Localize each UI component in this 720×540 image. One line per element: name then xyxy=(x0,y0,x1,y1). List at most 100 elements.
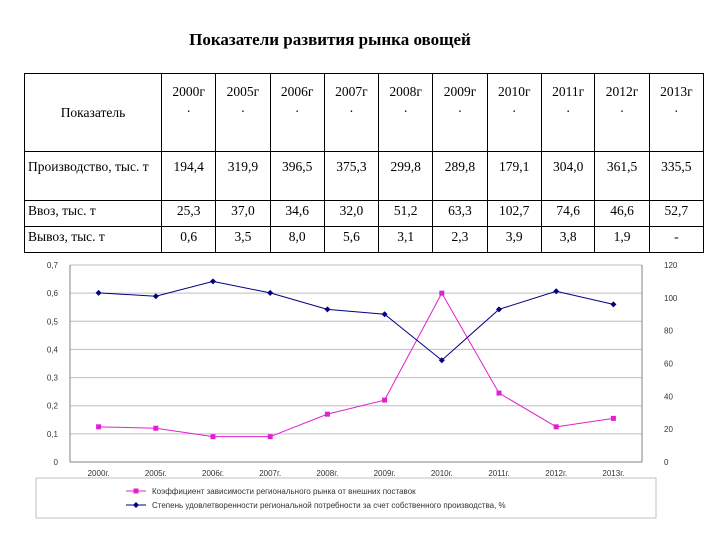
data-point xyxy=(382,397,388,403)
right-tick-label: 80 xyxy=(664,327,673,336)
table-cell: 51,2 xyxy=(378,200,434,227)
table-cell: 335,5 xyxy=(648,151,705,201)
year-header: 2005г. xyxy=(215,73,271,152)
table-cell: 3,1 xyxy=(378,226,434,253)
data-point xyxy=(610,301,617,308)
left-tick-label: 0,1 xyxy=(47,430,59,439)
year-header: 2010г. xyxy=(486,73,542,152)
table-cell: 299,8 xyxy=(378,151,434,201)
data-point xyxy=(324,306,331,313)
x-tick-label: 2009г. xyxy=(374,469,396,478)
series-line-2 xyxy=(98,280,614,361)
table-row: Вывоз, тыс. т 0,6 3,5 8,0 5,6 3,1 2,3 3,9 3,8 1,… xyxy=(24,226,705,253)
table-cell: 194,4 xyxy=(160,151,217,201)
table-cell: 3,5 xyxy=(215,226,271,253)
year-header: 2013г. xyxy=(648,73,705,152)
right-tick-label: 120 xyxy=(664,261,678,270)
data-point xyxy=(553,288,560,295)
table-row: Ввоз, тыс. т 25,3 37,0 34,6 32,0 51,2 63,3 102… xyxy=(24,200,705,227)
table-cell: 25,3 xyxy=(160,200,217,227)
table-cell: 0,6 xyxy=(160,226,217,253)
right-tick-label: 60 xyxy=(664,360,673,369)
table-cell: 361,5 xyxy=(594,151,650,201)
row-label: Вывоз, тыс. т xyxy=(24,226,162,253)
data-point xyxy=(496,306,502,313)
x-tick-label: 2013г. xyxy=(602,469,624,478)
year-header: 2000г. xyxy=(160,73,217,152)
row-label: Производство, тыс. т xyxy=(24,151,162,201)
line-chart: 0 0,1 0,2 0,3 0,4 0,5 0,6 0,7 0 20 40 60 80 100 120 200… xyxy=(35,261,678,519)
data-point xyxy=(610,415,616,421)
table-cell: 289,8 xyxy=(432,151,488,201)
table-cell: 52,7 xyxy=(648,200,705,227)
table-cell: 1,9 xyxy=(594,226,650,253)
data-point xyxy=(324,411,330,417)
table-cell: 319,9 xyxy=(215,151,271,201)
year-header: 2009г. xyxy=(432,73,488,152)
right-tick-label: 20 xyxy=(664,425,673,434)
table-cell: 304,0 xyxy=(540,151,596,201)
table-cell: 8,0 xyxy=(269,226,325,253)
data-point xyxy=(496,390,502,396)
table-cell: 179,1 xyxy=(486,151,542,201)
data-point xyxy=(267,289,274,296)
legend-box xyxy=(35,477,657,519)
legend-marker xyxy=(133,488,139,494)
table-cell: 74,6 xyxy=(540,200,596,227)
data-point xyxy=(153,425,159,431)
x-tick-label: 2011г. xyxy=(488,469,509,478)
data-point xyxy=(381,311,388,318)
x-tick-label: 2000г. xyxy=(88,469,110,478)
table-cell: 375,3 xyxy=(323,151,380,201)
header-label: Показатель xyxy=(24,73,162,152)
left-tick-label: 0,2 xyxy=(47,402,59,411)
table-cell: 34,6 xyxy=(269,200,325,227)
data-point xyxy=(553,424,559,430)
table-row: Производство, тыс. т 194,4 319,9 396,5 375,… xyxy=(24,151,705,201)
table-header-row: Показатель 2000г. 2005г. 2006г. 2007г. 2008г… xyxy=(24,73,705,152)
table-cell: 102,7 xyxy=(486,200,542,227)
right-tick-label: 100 xyxy=(664,294,678,303)
left-tick-label: 0 xyxy=(54,458,59,467)
right-tick-label: 40 xyxy=(664,392,673,401)
table-cell: 3,8 xyxy=(540,226,596,253)
data-point xyxy=(438,357,445,364)
x-tick-label: 2008г. xyxy=(316,469,338,478)
year-header: 2012г. xyxy=(594,73,650,152)
x-tick-label: 2007г. xyxy=(259,469,281,478)
page-title: Показатели развития рынка овощей xyxy=(189,30,471,49)
table-cell: 63,3 xyxy=(432,200,488,227)
table-cell: 37,0 xyxy=(215,200,271,227)
data-point xyxy=(267,434,273,440)
table-cell: 5,6 xyxy=(323,226,380,253)
legend-label: Коэффициент зависимости регионального ры… xyxy=(152,487,416,496)
right-tick-label: 0 xyxy=(664,458,669,467)
left-tick-label: 0,3 xyxy=(47,374,59,383)
data-point xyxy=(439,290,445,296)
left-tick-label: 0,6 xyxy=(47,289,59,298)
year-header: 2006г. xyxy=(269,73,325,152)
left-tick-label: 0,7 xyxy=(47,261,59,270)
left-tick-label: 0,4 xyxy=(47,345,59,354)
x-tick-label: 2006г. xyxy=(202,469,224,478)
table-cell: 396,5 xyxy=(269,151,325,201)
year-header: 2011г. xyxy=(540,73,596,152)
table-cell: 3,9 xyxy=(486,226,542,253)
row-label: Ввоз, тыс. т xyxy=(24,200,162,227)
data-point xyxy=(152,293,159,300)
table-cell: 46,6 xyxy=(594,200,650,227)
table-cell: 2,3 xyxy=(432,226,488,253)
legend-label: Степень удовлетворенности региональной п… xyxy=(152,501,506,510)
year-header: 2007г. xyxy=(323,73,380,152)
series-line-1 xyxy=(98,292,614,438)
x-tick-label: 2005г. xyxy=(145,469,167,478)
year-header: 2008г. xyxy=(378,73,434,152)
x-tick-label: 2010г. xyxy=(431,469,453,478)
left-tick-label: 0,5 xyxy=(47,317,59,326)
data-point xyxy=(96,424,102,430)
indicators-table: Показатель 2000г. 2005г. 2006г. 2007г. 2008г… xyxy=(24,73,705,253)
legend-marker xyxy=(133,502,139,508)
x-tick-label: 2012г. xyxy=(545,469,567,478)
data-point xyxy=(95,289,102,296)
table-cell: - xyxy=(648,226,705,253)
